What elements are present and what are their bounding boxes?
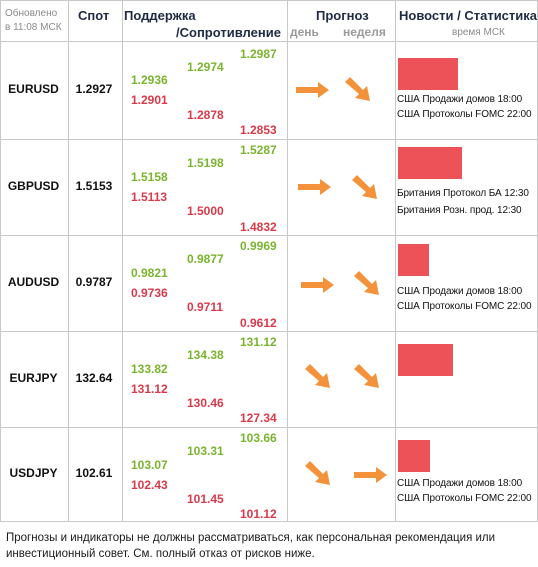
- resistance-1: 0.9736: [131, 286, 168, 300]
- support-2: 0.9877: [187, 252, 224, 266]
- arrow-down-right-icon: [305, 461, 330, 485]
- support-2: 103.31: [187, 444, 224, 458]
- week-arrow: [350, 174, 380, 202]
- news-impact-bar: [398, 147, 462, 179]
- grid-line: [1, 331, 537, 332]
- resistance-3: 1.4832: [240, 220, 277, 234]
- news-impact-bar: [398, 344, 453, 376]
- grid-line: [122, 1, 123, 521]
- arrow-down-right-icon: [345, 77, 370, 101]
- grid-line: [395, 1, 396, 521]
- resistance-2: 1.2878: [187, 108, 224, 122]
- symbol-eurjpy: EURJPY: [9, 371, 58, 385]
- news-impact-bar: [398, 440, 430, 472]
- news-item: США Продажи домов 18:00: [397, 94, 523, 105]
- news-item: Британия Розн. прод. 12:30: [397, 205, 522, 216]
- week-arrow: [352, 363, 382, 391]
- resistance-1: 131.12: [131, 382, 168, 396]
- resistance-1: 1.2901: [131, 93, 168, 107]
- day-arrow: [303, 363, 333, 391]
- support-3: 0.9969: [240, 239, 277, 253]
- spot-gbpusd: 1.5153: [75, 179, 113, 193]
- resistance-2: 0.9711: [187, 300, 224, 314]
- day-arrow: [296, 81, 330, 99]
- spot-usdjpy: 102.61: [75, 466, 113, 480]
- support-2: 1.2974: [187, 60, 224, 74]
- day-arrow: [301, 276, 335, 294]
- grid-line: [1, 427, 537, 428]
- week-arrow: [354, 466, 388, 484]
- grid-line: [1, 139, 537, 140]
- spot-header: Спот: [78, 8, 110, 23]
- support-1: 1.2936: [131, 73, 168, 87]
- day-arrow: [303, 460, 333, 488]
- arrow-right-icon: [296, 82, 329, 98]
- news-item: США Протоколы FOMC 22:00: [397, 109, 532, 120]
- disclaimer-text: Прогнозы и индикаторы не должны рассматр…: [6, 532, 496, 560]
- support-header: Поддержка: [124, 8, 196, 23]
- arrow-right-icon: [301, 277, 334, 293]
- support-1: 0.9821: [131, 266, 168, 280]
- resistance-1: 102.43: [131, 478, 168, 492]
- updated-label: Обновлено: [5, 8, 58, 19]
- symbol-gbpusd: GBPUSD: [7, 179, 60, 193]
- grid-line: [287, 1, 288, 521]
- arrow-down-right-icon: [305, 364, 330, 388]
- arrow-right-icon: [354, 467, 387, 483]
- news-impact-bar: [398, 244, 429, 276]
- resistance-2: 130.46: [187, 396, 224, 410]
- resistance-header: /Сопротивление: [176, 25, 281, 40]
- support-1: 103.07: [131, 458, 168, 472]
- arrow-right-icon: [298, 179, 331, 195]
- arrow-down-right-icon: [354, 364, 379, 388]
- arrow-down-right-icon: [352, 175, 377, 199]
- support-3: 131.12: [240, 335, 277, 349]
- week-arrow: [343, 76, 373, 104]
- support-2: 1.5198: [187, 156, 224, 170]
- support-2: 134.38: [187, 348, 224, 362]
- symbol-eurusd: EURUSD: [8, 82, 59, 96]
- grid-line: [68, 1, 69, 521]
- resistance-2: 101.45: [187, 492, 224, 506]
- support-3: 1.2987: [240, 47, 277, 61]
- news-item: США Продажи домов 18:00: [397, 286, 523, 297]
- support-3: 1.5287: [240, 143, 277, 157]
- news-header: Новости / Статистика: [399, 8, 538, 23]
- news-item: США Протоколы FOMC 22:00: [397, 301, 532, 312]
- symbol-usdjpy: USDJPY: [9, 466, 58, 480]
- day-arrow: [298, 178, 332, 196]
- support-1: 1.5158: [131, 170, 168, 184]
- forecast-header: Прогноз: [316, 8, 369, 23]
- news-item: США Протоколы FOMC 22:00: [397, 493, 532, 504]
- news-time-header: время МСК: [452, 27, 505, 38]
- news-item: Британия Протокол БА 12:30: [397, 188, 529, 199]
- symbol-audusd: AUDUSD: [7, 275, 60, 289]
- resistance-1: 1.5113: [131, 190, 168, 204]
- news-item: США Продажи домов 18:00: [397, 478, 523, 489]
- grid-line: [1, 41, 537, 42]
- spot-eurusd: 1.2927: [75, 82, 113, 96]
- news-impact-bar: [398, 58, 458, 90]
- resistance-2: 1.5000: [187, 204, 224, 218]
- support-1: 133.82: [131, 362, 168, 376]
- arrow-down-right-icon: [354, 271, 379, 295]
- updated-time: в 11:08 МСК: [5, 22, 62, 33]
- spot-eurjpy: 132.64: [75, 371, 113, 385]
- forecast-day-header: день: [290, 25, 319, 39]
- resistance-3: 101.12: [240, 507, 277, 521]
- grid-line: [1, 235, 537, 236]
- resistance-3: 127.34: [240, 411, 277, 425]
- forecast-week-header: неделя: [343, 25, 386, 39]
- spot-audusd: 0.9787: [75, 275, 113, 289]
- resistance-3: 1.2853: [240, 123, 277, 137]
- resistance-3: 0.9612: [240, 316, 277, 330]
- support-3: 103.66: [240, 431, 277, 445]
- week-arrow: [352, 270, 382, 298]
